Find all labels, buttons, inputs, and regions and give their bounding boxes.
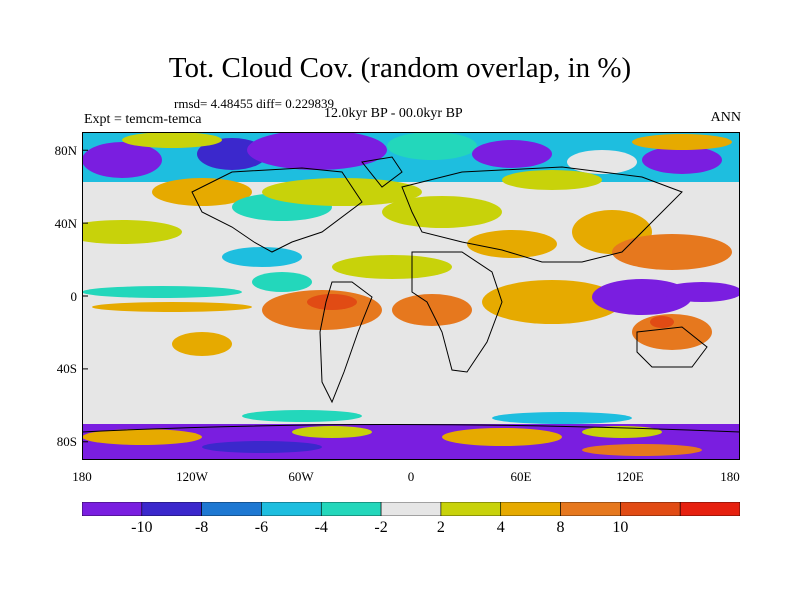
x-tick-label: 120E xyxy=(616,469,644,484)
colorbar-swatch xyxy=(82,502,143,516)
coastlines xyxy=(82,156,740,433)
colorbar-swatch xyxy=(560,502,621,516)
tropical-anomalies xyxy=(82,279,740,356)
period-label: 12.0kyr BP - 00.0kyr BP xyxy=(324,106,463,121)
x-tick-label: 180 xyxy=(720,469,740,484)
colorbar-label: -10 xyxy=(131,519,153,536)
y-tick-label: 0 xyxy=(70,289,78,304)
colorbar-label: -8 xyxy=(194,519,209,536)
y-tick-label: 40N xyxy=(54,216,77,231)
season-label: ANN xyxy=(710,110,741,125)
colorbar xyxy=(82,502,740,516)
x-tick-label: 0 xyxy=(407,469,415,484)
colorbar-swatch xyxy=(261,502,322,516)
y-tick-marks xyxy=(82,149,88,443)
colorbar-swatch xyxy=(620,502,681,516)
x-tick-label: 180 xyxy=(72,469,92,484)
x-tick-label: 120W xyxy=(176,469,208,484)
statistics-label: rmsd= 4.48455 diff= 0.229839 xyxy=(174,96,334,111)
colorbar-swatch xyxy=(380,502,442,516)
plot-title: Tot. Cloud Cov. (random overlap, in %) xyxy=(168,52,632,84)
colorbar-swatch xyxy=(201,502,262,516)
experiment-label: Expt = temcm-temca xyxy=(84,112,202,127)
arctic-anomalies xyxy=(82,132,740,221)
y-tick-label: 80S xyxy=(56,434,77,449)
colorbar-swatch xyxy=(679,502,740,516)
x-tick-label: 60W xyxy=(288,469,314,484)
colorbar-label: 10 xyxy=(612,519,629,536)
y-tick-label: 80N xyxy=(54,143,77,158)
colorbar-label: 8 xyxy=(556,519,565,536)
colorbar-swatch xyxy=(440,502,502,516)
colorbar-swatch xyxy=(500,502,561,516)
southern-ocean-anomalies xyxy=(82,410,740,460)
cloud-cover-map xyxy=(82,132,740,460)
colorbar-swatch xyxy=(320,502,382,516)
x-tick-label: 60E xyxy=(510,469,532,484)
y-tick-label: 40S xyxy=(56,361,77,376)
colorbar-label: 2 xyxy=(436,519,445,536)
colorbar-label: -2 xyxy=(374,519,388,536)
colorbar-label: -6 xyxy=(254,519,269,536)
midlatitude-anomalies xyxy=(82,178,732,292)
colorbar-label: 4 xyxy=(496,519,505,536)
colorbar-label: -4 xyxy=(314,519,328,536)
colorbar-swatch xyxy=(141,502,202,516)
